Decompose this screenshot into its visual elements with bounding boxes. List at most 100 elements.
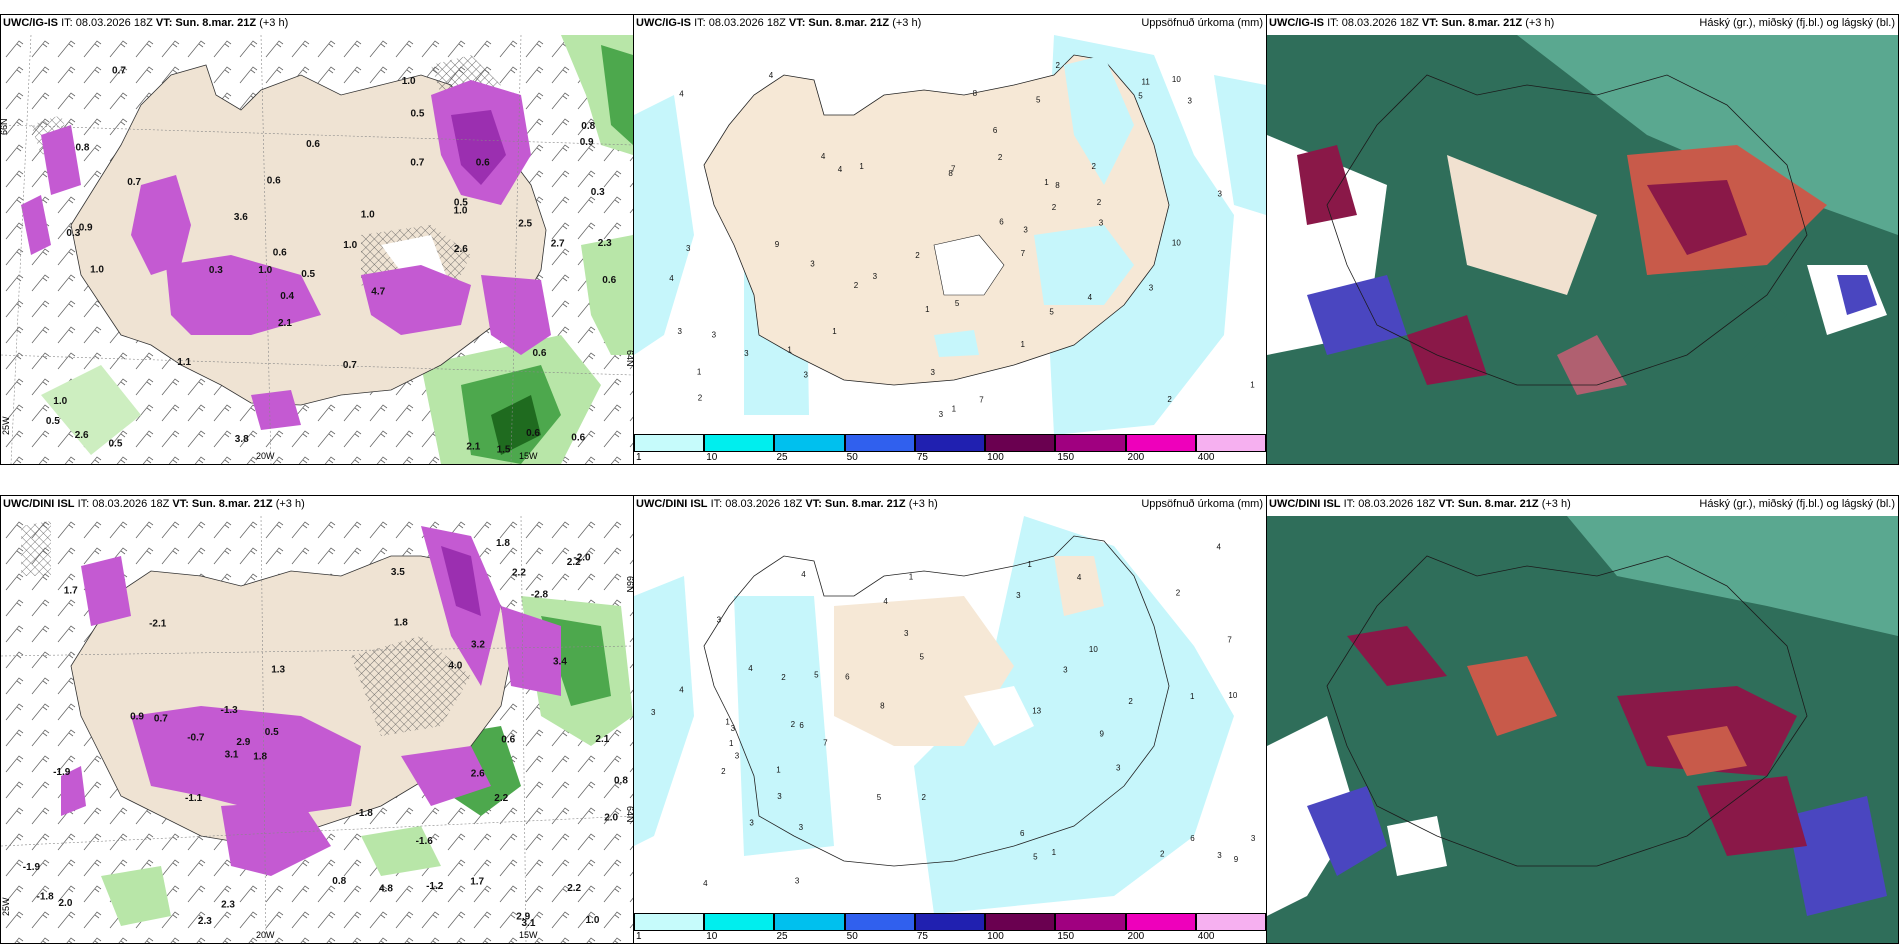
value-label: -0.7 (187, 732, 205, 743)
colorbar-label: 10 (706, 452, 718, 463)
value-label: 1.0 (90, 265, 104, 276)
colorbar-segment (634, 434, 705, 452)
value-label: 3 (651, 708, 656, 717)
value-label: 1 (1052, 848, 1057, 857)
init-time: IT: 08.03.2026 18Z (1327, 17, 1419, 29)
value-label: 8 (973, 89, 978, 98)
value-label: 2 (1097, 198, 1102, 207)
panel-header: UWC/DINI ISL IT: 08.03.2026 18Z VT: Sun.… (1, 496, 633, 512)
value-label: 1 (1027, 560, 1032, 569)
value-label: 0.7 (410, 157, 424, 168)
value-label: 1 (925, 305, 930, 314)
value-label: 3 (931, 368, 936, 377)
lead-time: (+3 h) (892, 17, 922, 29)
colorbar-segment (985, 913, 1056, 931)
field-title: Uppsöfnuð úrkoma (mm) (1141, 498, 1263, 510)
lat-label-64n: 64N (625, 350, 633, 367)
value-label: 7 (823, 739, 828, 748)
value-label: -1.9 (53, 767, 71, 778)
value-label: 1 (1190, 692, 1195, 701)
value-label: 4.0 (448, 661, 462, 672)
value-label: 1.0 (402, 76, 416, 87)
value-label: 2.6 (471, 769, 485, 780)
value-label: 1 (729, 739, 734, 748)
init-time: IT: 08.03.2026 18Z (694, 17, 786, 29)
value-label: 2 (998, 153, 1003, 162)
value-label: 4 (838, 165, 843, 174)
value-label: 1.0 (454, 205, 468, 216)
value-label: 0.4 (280, 291, 294, 302)
value-label: 1 (776, 766, 781, 775)
value-label: 3 (712, 330, 717, 339)
colorbar-segment (704, 913, 775, 931)
value-label: 1 (725, 718, 730, 727)
value-label: 0.5 (454, 198, 468, 209)
precip-colorbar: 1 10 25 50 75 100 150 200 400 (634, 913, 1266, 943)
value-label: 0.6 (533, 348, 547, 359)
model-name: UWC/DINI ISL (1269, 498, 1341, 510)
value-label: 1.1 (177, 357, 191, 368)
colorbar-segment (774, 434, 845, 452)
value-label: 2 (1160, 850, 1165, 859)
value-label: 3 (686, 244, 691, 253)
value-label: 0.6 (526, 428, 540, 439)
value-label: 9 (1234, 855, 1239, 864)
value-label: 5 (955, 299, 960, 308)
accum-value-labels: 1253334313257234328233312112535311101066… (669, 61, 1255, 419)
panel-header: UWC/DINI ISL IT: 08.03.2026 18Z VT: Sun.… (1267, 496, 1898, 512)
value-label: 1.7 (470, 877, 484, 888)
value-label: 3 (939, 410, 944, 419)
value-label: 2.9 (236, 737, 250, 748)
colorbar-segment (844, 913, 915, 931)
map-clouds-igis (1267, 35, 1898, 464)
value-label: 0.6 (571, 432, 585, 443)
value-label: -1.8 (37, 892, 55, 903)
value-label: 6 (999, 218, 1004, 227)
value-label: 0.7 (127, 177, 141, 188)
colorbar-label: 400 (1197, 931, 1215, 942)
value-label: 6 (845, 672, 850, 681)
value-label: -2.8 (531, 589, 549, 600)
lat-label-66n: 66N (625, 576, 633, 593)
lon-label-25w: 25W (1, 897, 11, 916)
value-label: 1 (697, 367, 702, 376)
colorbar-label: 100 (987, 931, 1004, 942)
field-title: Uppsöfnuð úrkoma (mm) (1141, 17, 1263, 29)
colorbar-segment (844, 434, 915, 452)
value-label: 3 (1149, 284, 1154, 293)
value-label: 0.3 (209, 265, 223, 276)
colorbar-segment (985, 434, 1056, 452)
value-label: 0.5 (265, 727, 279, 738)
colorbar-label: 75 (916, 931, 928, 942)
value-label: 3 (810, 260, 815, 269)
value-label: 1 (909, 573, 914, 582)
value-label: 2.1 (595, 734, 609, 745)
lon-label-15w: 15W (519, 451, 538, 461)
colorbar-segment (634, 913, 705, 931)
lead-time: (+3 h) (275, 498, 305, 510)
value-label: 2 (721, 767, 726, 776)
value-label: 4 (801, 570, 806, 579)
lat-label-66n: 66N (1, 118, 9, 135)
value-label: 0.3 (591, 187, 605, 198)
panel-header: UWC/IG-IS IT: 08.03.2026 18Z VT: Sun. 8.… (1267, 15, 1898, 31)
value-label: 1.7 (64, 585, 78, 596)
colorbar-segment (704, 434, 775, 452)
value-label: -1.6 (416, 836, 434, 847)
colorbar-label: 25 (776, 931, 788, 942)
valid-time: VT: Sun. 8.mar. 21Z (805, 498, 906, 510)
value-label: 3 (1023, 226, 1028, 235)
colorbar-label: 10 (706, 931, 718, 942)
value-label: 3.2 (471, 640, 485, 651)
value-label: 3.8 (235, 434, 249, 445)
value-label: 10 (1228, 691, 1237, 700)
value-label: 3.6 (234, 212, 248, 223)
value-label: 1.5 (497, 444, 511, 455)
valid-time: VT: Sun. 8.mar. 21Z (155, 17, 257, 29)
value-label: 3 (873, 272, 878, 281)
lead-time: (+3 h) (259, 17, 289, 29)
value-label: 8 (880, 702, 885, 711)
value-label: 0.8 (581, 121, 595, 132)
model-name: UWC/DINI ISL (636, 498, 708, 510)
colorbar-label: 150 (1057, 452, 1075, 463)
